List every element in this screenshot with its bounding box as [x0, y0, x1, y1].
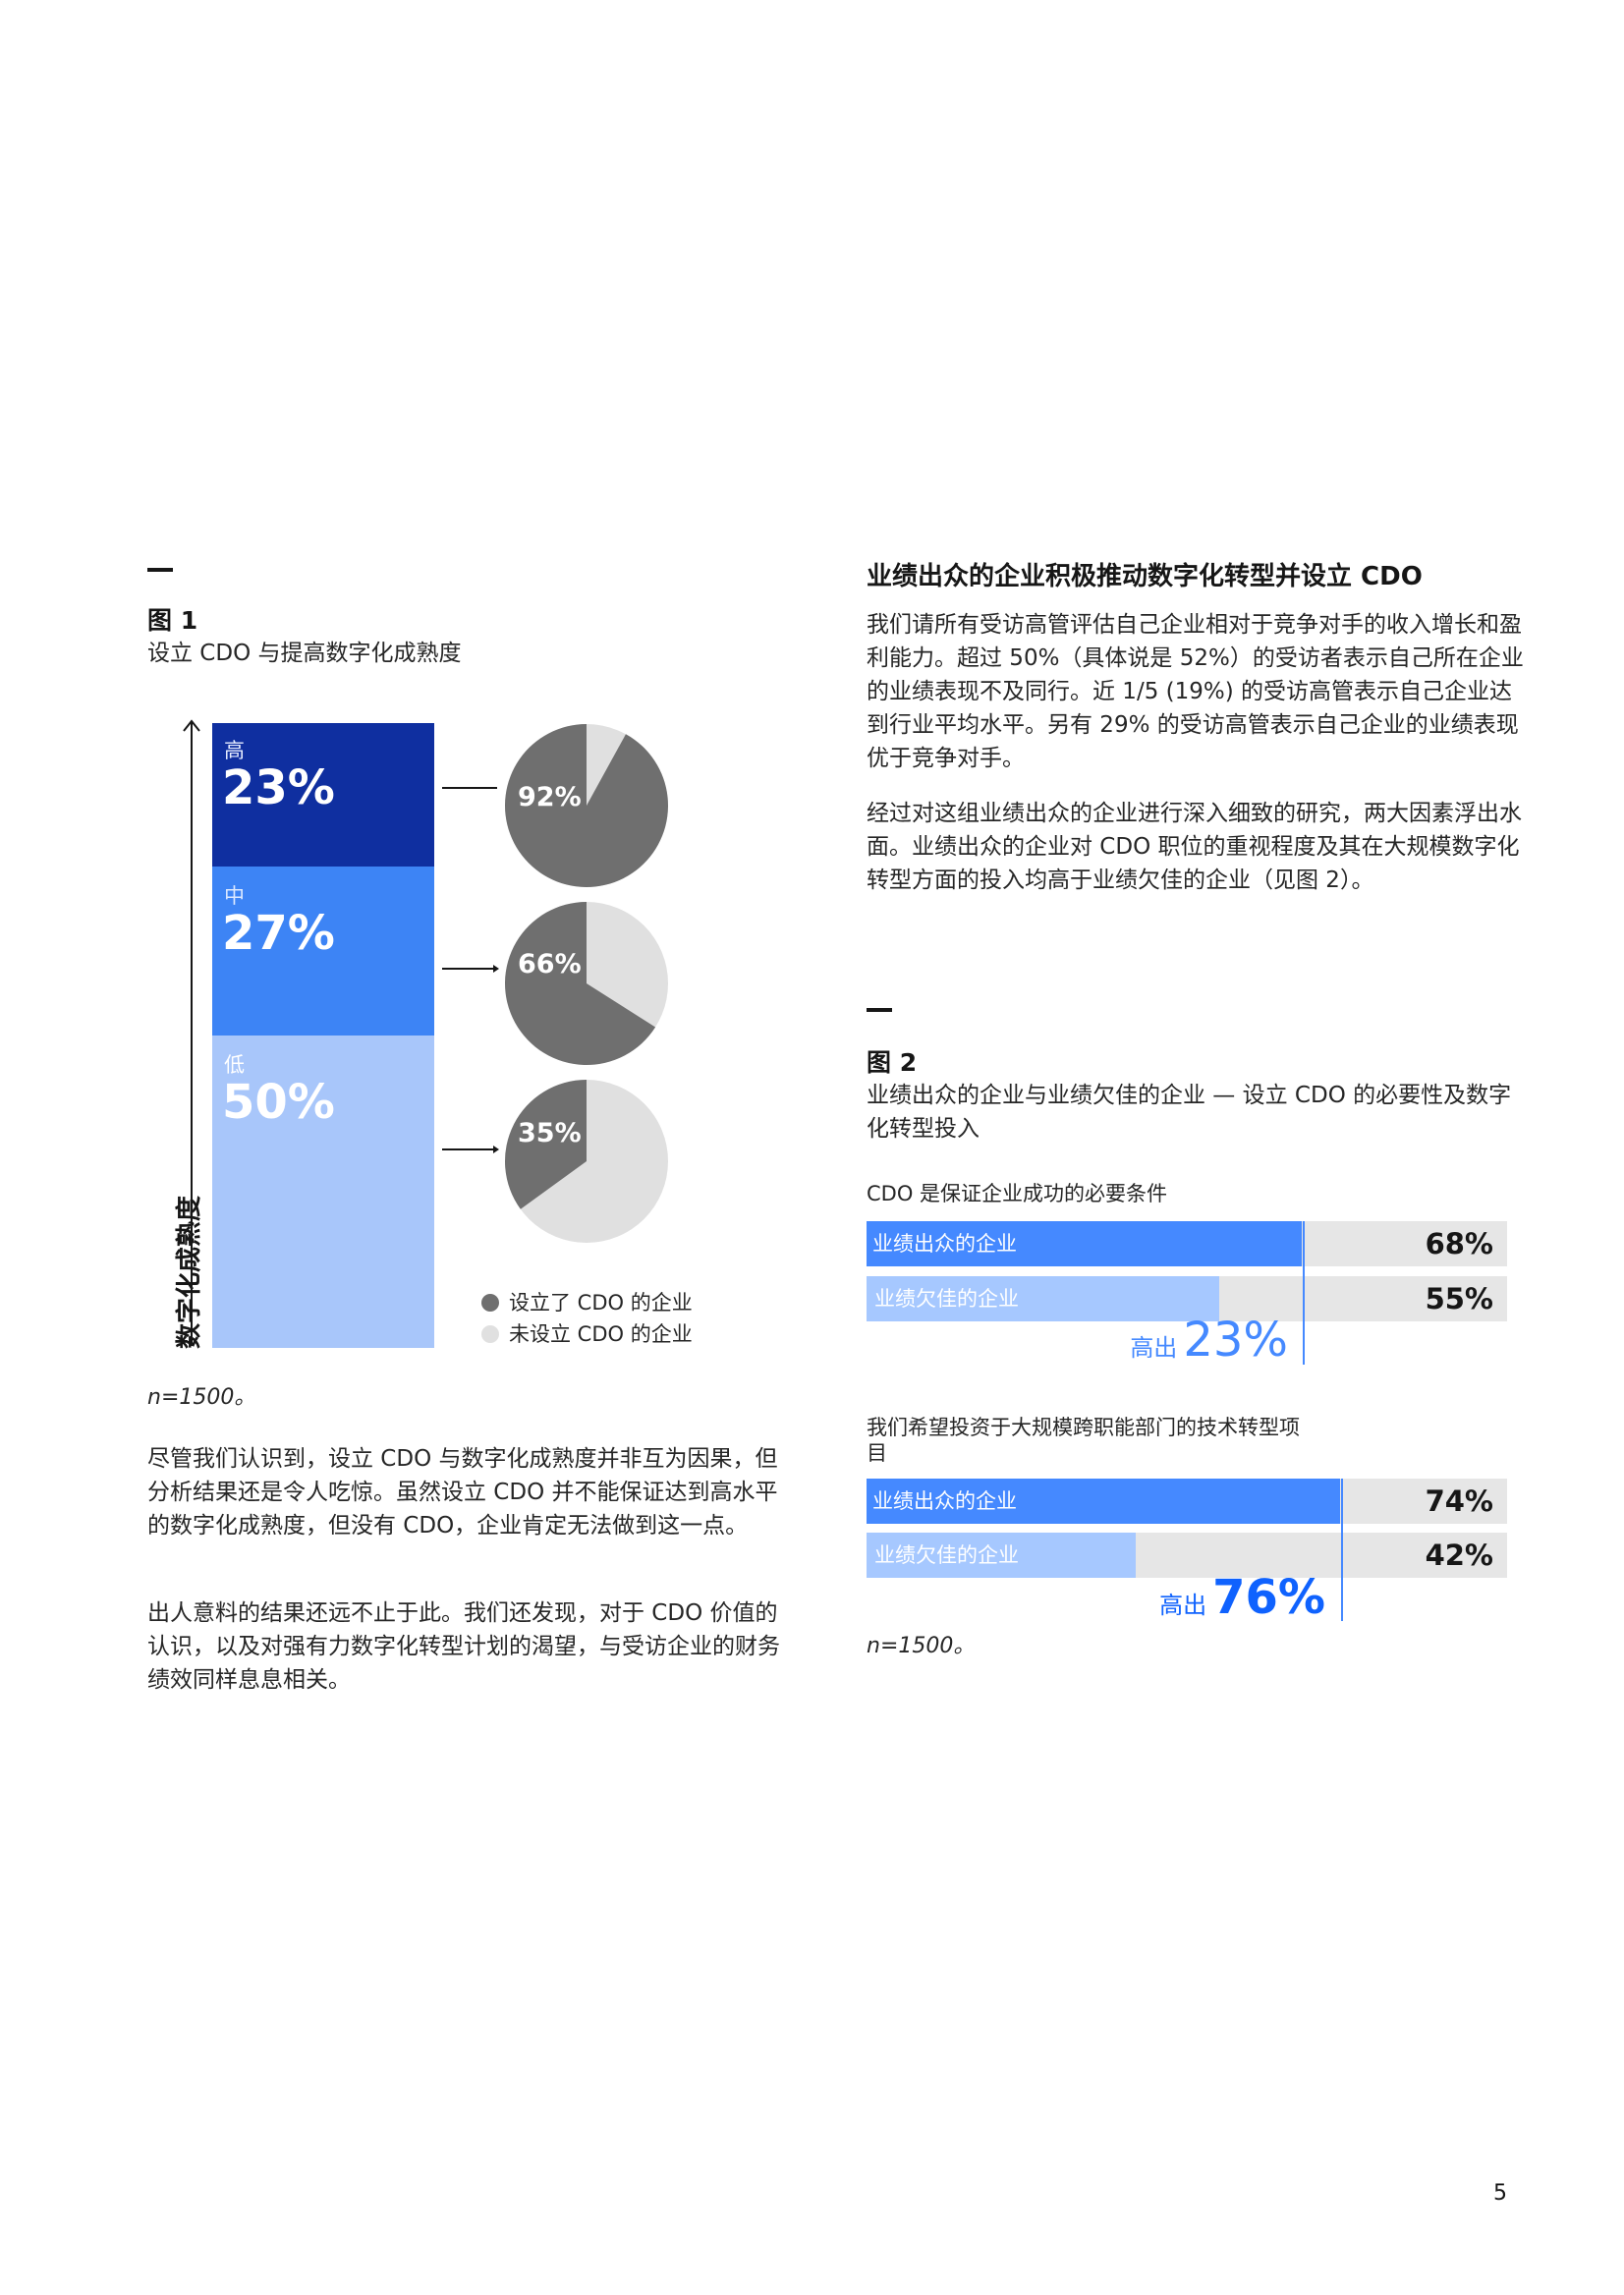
- right-paragraph-1: 我们请所有受访高管评估自己企业相对于竞争对手的收入增长和盈利能力。超过 50%（…: [867, 612, 1524, 771]
- group2-bar-outperformer-value: 74%: [1425, 1484, 1493, 1518]
- group2-row-outperformer: 业绩出众的企业 74%: [867, 1479, 1507, 1524]
- tier-high-percent: 23%: [222, 760, 335, 815]
- figure1-label: 图 1: [147, 606, 198, 635]
- group2-difference-prefix: 高出: [1159, 1592, 1207, 1619]
- group1-bar-underperformer-label: 业绩欠佳的企业: [874, 1287, 1019, 1311]
- group1-subtitle: CDO 是保证企业成功的必要条件: [867, 1182, 1168, 1205]
- tier-high: 高 23%: [212, 723, 434, 867]
- group2-bar-outperformer-label: 业绩出众的企业: [872, 1489, 1017, 1513]
- pie-slice-cdo: [504, 724, 668, 887]
- left-paragraph-1: 尽管我们认识到，设立 CDO 与数字化成熟度并非互为因果，但分析结果还是令人吃惊…: [147, 1446, 778, 1539]
- group2-bar-underperformer-value: 42%: [1425, 1539, 1493, 1572]
- legend-dot-light-icon: [481, 1325, 499, 1343]
- group1-bar-underperformer: [867, 1276, 1219, 1321]
- left-paragraph-2: 出人意料的结果还远不止于此。我们还发现，对于 CDO 价值的认识，以及对强有力数…: [147, 1600, 780, 1693]
- maturity-axis-arrow: [183, 719, 200, 1346]
- connector-low-tip: [493, 1146, 499, 1153]
- legend-dot-dark-icon: [481, 1294, 499, 1312]
- group1-difference-value: 23%: [1183, 1313, 1288, 1368]
- group1-row-outperformer: 业绩出众的企业 68%: [867, 1221, 1507, 1266]
- legend-label-no-cdo: 未设立 CDO 的企业: [509, 1322, 693, 1346]
- tier-medium-percent: 27%: [222, 906, 335, 961]
- right-paragraph-2: 经过对这组业绩出众的企业进行深入细致的研究，两大因素浮出水面。业绩出众的企业对 …: [867, 801, 1522, 893]
- group1-bar-underperformer-value: 55%: [1425, 1282, 1493, 1315]
- tier-low-percent: 50%: [222, 1075, 335, 1130]
- group2-difference: 高出 76%: [1159, 1570, 1325, 1625]
- group2-bar-underperformer: [867, 1533, 1136, 1578]
- figure1-note: n=1500。: [147, 1385, 256, 1410]
- pie-high-label: 92%: [518, 782, 582, 812]
- connector-medium-tip: [493, 965, 499, 973]
- group2-bar-outperformer: [867, 1479, 1341, 1524]
- pie-high-cdo: [504, 724, 668, 887]
- legend-item-cdo: 设立了 CDO 的企业: [481, 1287, 693, 1316]
- group1-bar-outperformer: [867, 1221, 1303, 1266]
- pie-medium-label: 66%: [518, 949, 582, 980]
- figure2-dash: [867, 1008, 892, 1012]
- pie-low-label: 35%: [518, 1118, 582, 1148]
- figure2-title: 业绩出众的企业与业绩欠佳的企业 — 设立 CDO 的必要性及数字化转型投入: [867, 1083, 1512, 1142]
- group1-row-underperformer: 业绩欠佳的企业 55%: [867, 1276, 1507, 1321]
- group2-row-underperformer: 业绩欠佳的企业 42%: [867, 1533, 1507, 1578]
- pie-slice-cdo: [504, 1080, 587, 1209]
- legend-label-cdo: 设立了 CDO 的企业: [509, 1291, 693, 1315]
- maturity-axis-label: 数字化成熟度: [175, 1195, 204, 1349]
- figure1-title: 设立 CDO 与提高数字化成熟度: [147, 641, 462, 666]
- legend-item-no-cdo: 未设立 CDO 的企业: [481, 1318, 693, 1348]
- figure1-dash: [147, 568, 173, 572]
- tier-connectors: [442, 787, 499, 1153]
- tier-low-name: 低: [224, 1053, 245, 1077]
- section-heading: 业绩出众的企业积极推动数字化转型并设立 CDO: [867, 562, 1423, 591]
- group2-subtitle: 我们希望投资于大规模跨职能部门的技术转型项目: [867, 1416, 1300, 1465]
- group2-bar-underperformer-label: 业绩欠佳的企业: [874, 1543, 1019, 1567]
- pie-slice-cdo: [504, 902, 656, 1065]
- page-number: 5: [1493, 2181, 1507, 2206]
- tier-medium-name: 中: [224, 884, 245, 908]
- group2-difference-value: 76%: [1212, 1570, 1325, 1625]
- group1-bar-outperformer-label: 业绩出众的企业: [872, 1232, 1017, 1256]
- pie-medium-cdo: [504, 902, 668, 1065]
- figure2-note: n=1500。: [867, 1634, 976, 1658]
- group1-difference: 高出 23%: [1130, 1313, 1288, 1368]
- group2-difference-line: [1341, 1479, 1343, 1621]
- group1-bar-outperformer-value: 68%: [1425, 1227, 1493, 1260]
- tier-low: 低 50%: [212, 1036, 434, 1348]
- pie-low-cdo: [504, 1080, 668, 1243]
- tier-high-name: 高: [224, 739, 245, 762]
- tier-medium: 中 27%: [212, 867, 434, 1036]
- group1-difference-prefix: 高出: [1130, 1334, 1178, 1362]
- group1-difference-line: [1303, 1221, 1305, 1365]
- figure2-label: 图 2: [867, 1048, 918, 1077]
